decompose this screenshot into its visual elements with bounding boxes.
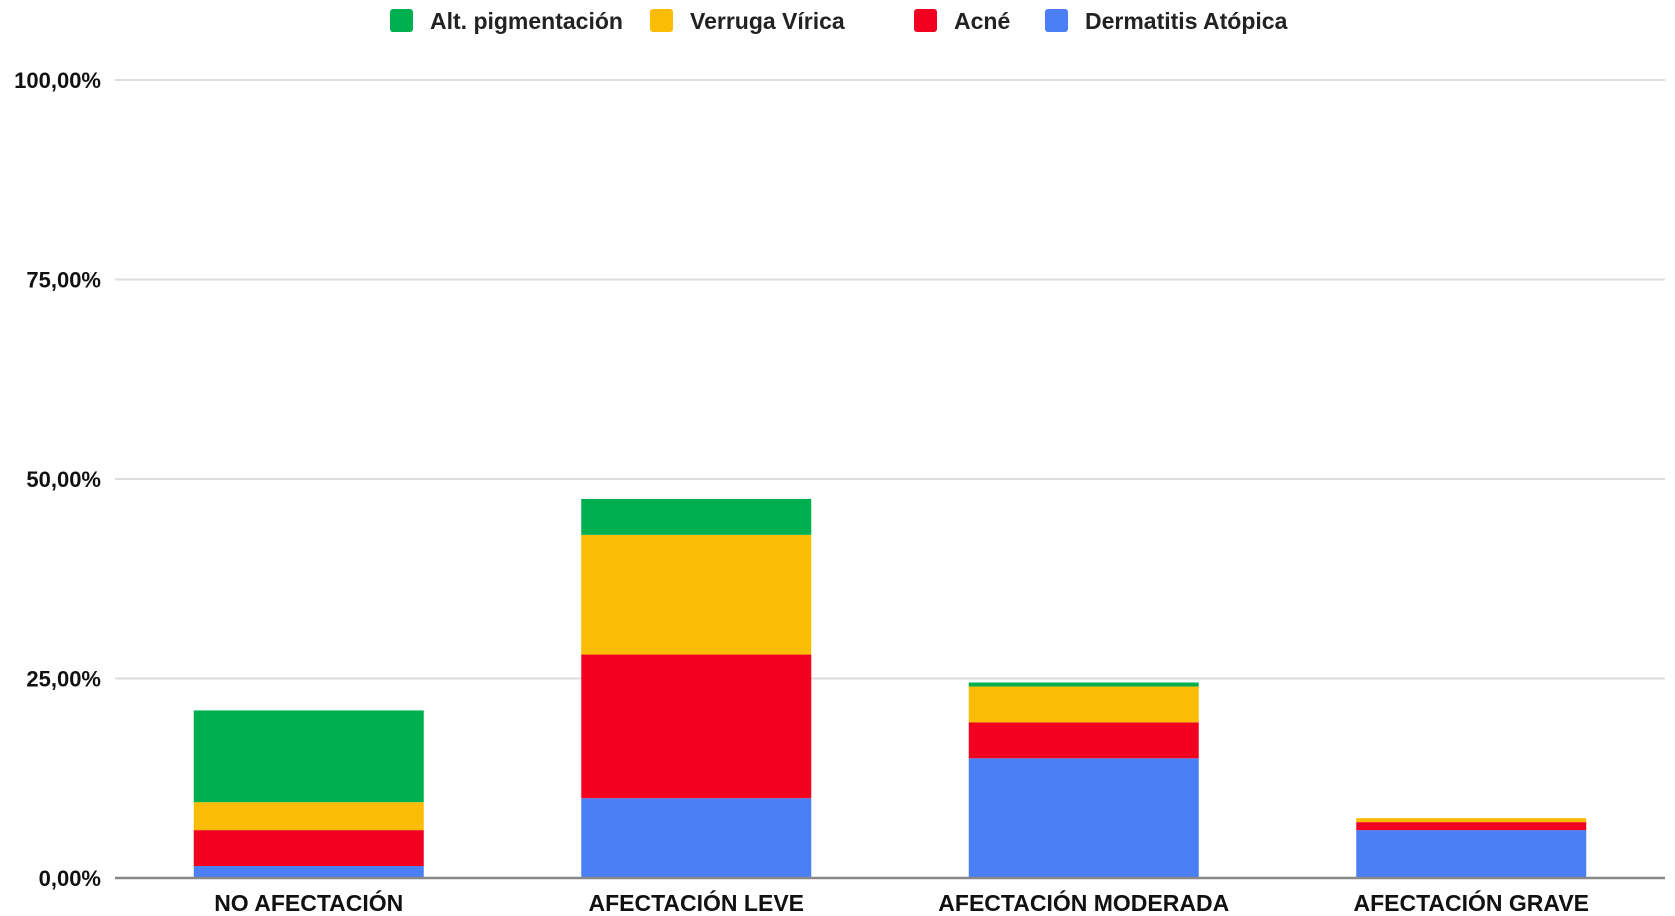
- legend-swatch: [390, 9, 413, 32]
- legend-item-dermatitis-at-pica: Dermatitis Atópica: [1045, 8, 1288, 34]
- legend-item-alt-pigmentaci-n: Alt. pigmentación: [390, 8, 623, 34]
- legend-label: Alt. pigmentación: [430, 8, 623, 34]
- y-tick-label: 100,00%: [14, 68, 101, 93]
- bar-segment-verruga-v-rica-3: [1356, 818, 1587, 823]
- legend-swatch: [914, 9, 937, 32]
- x-category-label: AFECTACIÓN LEVE: [588, 889, 804, 916]
- legend-swatch: [650, 9, 673, 32]
- bar-segment-verruga-v-rica-0: [193, 802, 424, 831]
- legend: Alt. pigmentación Verruga Vírica Acné Derma…: [390, 8, 1288, 34]
- bar-segment-dermatitis-at-pica-3: [1356, 830, 1587, 878]
- bar-segment-alt-pigmentaci-n-1: [581, 498, 812, 535]
- bar-segment-acn--0: [193, 830, 424, 867]
- bar-segment-dermatitis-at-pica-1: [581, 798, 812, 878]
- gridlines: [115, 79, 1665, 680]
- bars: [193, 498, 1587, 878]
- legend-item-acn-: Acné: [914, 8, 1010, 34]
- legend-label: Acné: [954, 8, 1010, 34]
- bar-segment-acn--3: [1356, 822, 1587, 831]
- y-tick-label: 25,00%: [26, 667, 101, 692]
- bar-segment-dermatitis-at-pica-2: [968, 758, 1199, 878]
- bar-segment-alt-pigmentaci-n-2: [968, 682, 1199, 687]
- x-axis-categories: NO AFECTACIÓN AFECTACIÓN LEVE AFECTACIÓN M…: [214, 889, 1589, 916]
- bar-segment-dermatitis-at-pica-0: [193, 866, 424, 878]
- y-tick-label: 0,00%: [39, 866, 101, 891]
- y-axis-ticks: 0,00% 25,00% 50,00% 75,00% 100,00%: [14, 68, 101, 891]
- y-tick-label: 50,00%: [26, 467, 101, 492]
- legend-label: Verruga Vírica: [690, 8, 845, 34]
- y-tick-label: 75,00%: [26, 268, 101, 293]
- legend-label: Dermatitis Atópica: [1085, 8, 1288, 34]
- legend-item-verruga-v-rica: Verruga Vírica: [650, 8, 845, 34]
- x-category-label: NO AFECTACIÓN: [214, 889, 403, 916]
- x-category-label: AFECTACIÓN GRAVE: [1353, 889, 1589, 916]
- x-category-label: AFECTACIÓN MODERADA: [938, 889, 1229, 916]
- bar-segment-verruga-v-rica-2: [968, 686, 1199, 723]
- bar-segment-acn--2: [968, 722, 1199, 759]
- bar-segment-verruga-v-rica-1: [581, 534, 812, 655]
- bar-segment-alt-pigmentaci-n-0: [193, 710, 424, 803]
- bar-segment-acn--1: [581, 654, 812, 799]
- legend-swatch: [1045, 9, 1068, 32]
